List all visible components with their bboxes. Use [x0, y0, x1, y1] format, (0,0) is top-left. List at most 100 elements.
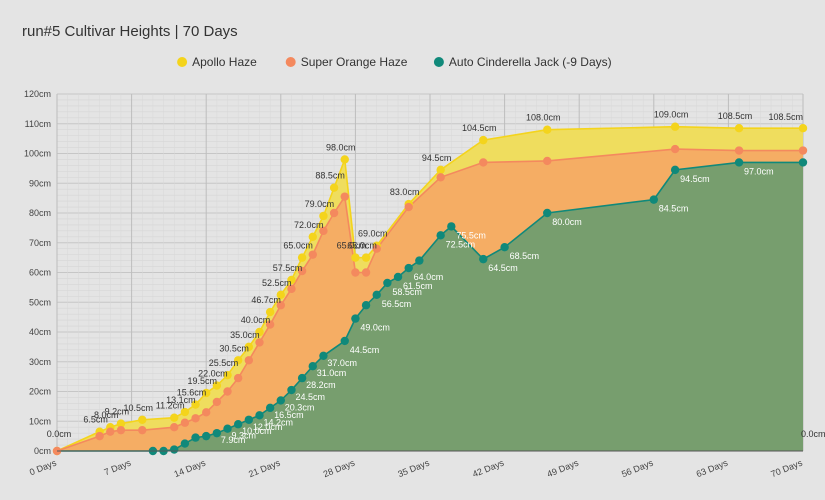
data-point	[393, 272, 403, 282]
legend: Apollo Haze Super Orange Haze Auto Cindere…	[177, 55, 612, 69]
data-label: 108.5cm	[718, 111, 753, 121]
data-point	[340, 336, 349, 346]
data-point	[351, 314, 360, 323]
data-point	[479, 254, 488, 264]
data-point	[287, 284, 296, 294]
data-point	[319, 226, 328, 236]
data-point	[180, 407, 190, 417]
data-label: 98.0cm	[326, 142, 356, 152]
data-point	[361, 301, 371, 310]
data-point	[202, 408, 211, 417]
x-tick-label: 63 Days	[695, 457, 730, 479]
data-point	[223, 424, 232, 433]
x-tick-label: 35 Days	[396, 457, 431, 479]
data-point	[202, 388, 211, 398]
y-tick-label: 10cm	[29, 416, 51, 426]
x-tick-label: 14 Days	[173, 457, 208, 479]
data-point	[170, 413, 179, 422]
data-point	[404, 263, 413, 273]
area-auto-cinderella-jack-9-days-	[57, 162, 803, 452]
data-point	[276, 290, 285, 300]
data-label: 65.0cm	[283, 241, 313, 251]
data-point	[670, 165, 680, 175]
data-point	[436, 165, 445, 175]
data-label: 28.2cm	[306, 380, 336, 390]
annotation-label: 0.0cm	[801, 429, 825, 439]
data-point	[798, 158, 808, 167]
data-point	[223, 370, 232, 380]
data-point	[329, 183, 339, 192]
data-label: 8.0cm	[94, 410, 119, 420]
data-label: 22.0cm	[198, 369, 228, 379]
data-point	[233, 373, 243, 383]
data-label: 94.5cm	[422, 153, 452, 163]
data-point	[351, 268, 360, 277]
data-point	[212, 428, 222, 438]
data-point	[244, 415, 254, 424]
data-label: 65.0cm	[347, 241, 377, 251]
x-tick-label: 0 Days	[28, 457, 58, 477]
data-point	[276, 301, 285, 310]
data-point	[95, 431, 104, 441]
x-tick-label: 70 Days	[769, 457, 804, 479]
data-label: 24.5cm	[295, 392, 325, 402]
y-tick-label: 60cm	[29, 268, 51, 278]
data-point	[649, 195, 658, 204]
data-point	[319, 351, 328, 360]
chart-title: run#5 Cultivar Heights | 70 Days	[22, 23, 238, 40]
data-label: 65.0cm	[337, 241, 367, 251]
data-label: 0.0cm	[47, 429, 72, 439]
data-point	[212, 397, 222, 407]
x-tick-label: 56 Days	[620, 457, 655, 479]
data-point	[265, 320, 275, 329]
data-point	[191, 433, 200, 442]
data-label: 104.5cm	[462, 123, 497, 133]
data-label: 83.0cm	[390, 187, 420, 197]
data-point	[340, 192, 349, 201]
y-tick-label: 40cm	[29, 327, 51, 337]
data-label: 30.5cm	[219, 343, 249, 353]
data-point	[233, 420, 243, 429]
data-label: 61.5cm	[403, 281, 433, 291]
data-label: 14.2cm	[263, 417, 293, 427]
y-tick-label: 110cm	[25, 119, 51, 129]
data-label: 20.3cm	[285, 402, 315, 412]
data-point	[180, 418, 190, 427]
legend-marker	[285, 57, 296, 67]
data-point	[543, 208, 552, 218]
data-point	[308, 362, 317, 371]
data-label: 79.0cm	[305, 199, 335, 209]
data-point	[244, 342, 254, 352]
data-label: 9.2cm	[105, 407, 130, 417]
data-label: 12.0cm	[253, 422, 283, 432]
data-point	[319, 211, 328, 221]
data-point	[287, 275, 296, 285]
data-point	[447, 222, 456, 231]
data-label: 31.0cm	[317, 368, 347, 378]
data-label: 11.2cm	[156, 401, 185, 411]
data-label: 52.5cm	[262, 278, 292, 288]
data-point	[340, 155, 349, 164]
data-point	[212, 381, 222, 390]
data-point	[308, 250, 317, 259]
data-label: 97.0cm	[744, 166, 774, 176]
data-label: 69.0cm	[358, 229, 388, 239]
legend-label: Auto Cinderella Jack (-9 Days)	[449, 55, 612, 69]
data-point	[255, 338, 264, 347]
y-tick-label: 120cm	[24, 89, 51, 99]
data-point	[170, 445, 179, 454]
data-point	[415, 256, 424, 265]
data-point	[543, 156, 552, 166]
data-point	[798, 124, 808, 133]
legend-label: Apollo Haze	[192, 55, 257, 69]
data-label: 6.5cm	[83, 415, 108, 425]
data-label: 72.0cm	[294, 220, 324, 230]
x-tick-label: 42 Days	[471, 457, 506, 479]
data-point	[404, 202, 413, 212]
data-point	[191, 400, 200, 409]
data-label: 58.5cm	[392, 287, 422, 297]
data-point	[734, 158, 744, 167]
data-label: 35.0cm	[230, 330, 260, 340]
